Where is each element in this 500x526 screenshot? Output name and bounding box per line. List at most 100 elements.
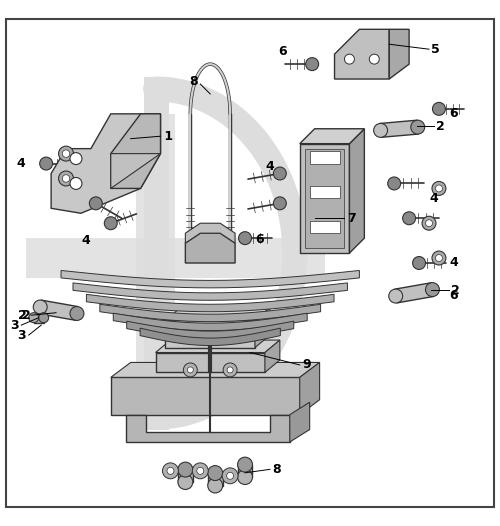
Polygon shape — [208, 473, 222, 485]
Circle shape — [223, 363, 237, 377]
Text: 2: 2 — [452, 284, 460, 297]
Bar — [310, 186, 340, 198]
Polygon shape — [380, 120, 418, 137]
Circle shape — [388, 177, 400, 190]
Circle shape — [58, 171, 74, 186]
Bar — [300, 144, 350, 253]
Circle shape — [197, 468, 204, 474]
Circle shape — [162, 463, 178, 479]
Text: 4: 4 — [450, 257, 458, 269]
Circle shape — [344, 54, 354, 64]
Circle shape — [436, 255, 442, 261]
Circle shape — [104, 217, 117, 230]
Circle shape — [238, 231, 252, 245]
Text: 2: 2 — [436, 120, 445, 133]
Circle shape — [274, 197, 286, 210]
Circle shape — [40, 157, 52, 170]
Text: 4: 4 — [430, 192, 438, 205]
Text: 2: 2 — [22, 309, 31, 322]
Polygon shape — [166, 308, 270, 320]
Bar — [310, 221, 340, 233]
Circle shape — [412, 257, 426, 269]
Circle shape — [38, 313, 48, 322]
Text: 9: 9 — [302, 358, 311, 371]
Text: 6: 6 — [256, 232, 264, 246]
Text: 6: 6 — [450, 107, 458, 120]
Text: 7: 7 — [347, 212, 356, 225]
Bar — [136, 114, 175, 387]
Text: 1: 1 — [160, 130, 173, 143]
Text: 4: 4 — [266, 159, 274, 173]
Circle shape — [188, 367, 194, 373]
Circle shape — [62, 175, 70, 182]
Polygon shape — [140, 328, 280, 346]
Polygon shape — [255, 308, 270, 348]
Circle shape — [208, 478, 222, 493]
Bar — [310, 151, 340, 164]
Polygon shape — [334, 29, 389, 79]
Polygon shape — [126, 321, 294, 339]
Circle shape — [411, 120, 424, 134]
Circle shape — [184, 363, 198, 377]
Polygon shape — [178, 470, 193, 482]
Polygon shape — [100, 304, 320, 322]
Polygon shape — [86, 295, 334, 312]
Polygon shape — [300, 362, 320, 414]
Circle shape — [306, 58, 318, 70]
Circle shape — [389, 289, 402, 303]
Polygon shape — [300, 129, 364, 144]
Polygon shape — [111, 154, 160, 188]
Circle shape — [274, 167, 286, 180]
Polygon shape — [126, 414, 290, 442]
Circle shape — [238, 457, 252, 472]
Polygon shape — [73, 283, 347, 300]
Circle shape — [192, 463, 208, 479]
Polygon shape — [186, 233, 235, 263]
Polygon shape — [114, 313, 307, 331]
Bar — [166, 320, 255, 348]
Polygon shape — [61, 270, 360, 288]
Circle shape — [426, 282, 440, 297]
Polygon shape — [389, 29, 409, 79]
Text: 4: 4 — [82, 234, 90, 247]
Circle shape — [70, 307, 84, 320]
Polygon shape — [265, 340, 280, 372]
Bar — [156, 352, 265, 372]
Circle shape — [402, 212, 415, 225]
Text: 6: 6 — [278, 45, 286, 58]
Polygon shape — [186, 223, 235, 243]
Polygon shape — [111, 114, 160, 188]
Circle shape — [432, 103, 446, 115]
Circle shape — [426, 220, 432, 227]
Circle shape — [422, 216, 436, 230]
Polygon shape — [34, 313, 43, 322]
Text: 4: 4 — [17, 157, 25, 170]
Circle shape — [226, 472, 234, 479]
Circle shape — [222, 468, 238, 484]
Circle shape — [33, 300, 47, 314]
Circle shape — [62, 150, 70, 157]
Polygon shape — [51, 114, 160, 213]
Text: 3: 3 — [18, 329, 26, 341]
Text: 2: 2 — [18, 309, 31, 322]
Text: 5: 5 — [432, 43, 440, 56]
Circle shape — [432, 251, 446, 265]
Circle shape — [370, 54, 380, 64]
Polygon shape — [156, 340, 280, 352]
Circle shape — [70, 177, 82, 189]
Circle shape — [90, 197, 102, 210]
Circle shape — [28, 313, 38, 322]
Bar — [26, 238, 324, 278]
Polygon shape — [394, 283, 434, 303]
Text: 6: 6 — [450, 289, 458, 302]
Polygon shape — [238, 464, 252, 477]
Text: 8: 8 — [272, 463, 281, 476]
Polygon shape — [39, 300, 78, 320]
Circle shape — [167, 468, 174, 474]
Circle shape — [178, 474, 193, 490]
Circle shape — [208, 466, 222, 481]
Polygon shape — [350, 129, 364, 253]
Circle shape — [58, 146, 74, 161]
Bar — [111, 377, 300, 414]
Text: 3: 3 — [10, 319, 19, 332]
